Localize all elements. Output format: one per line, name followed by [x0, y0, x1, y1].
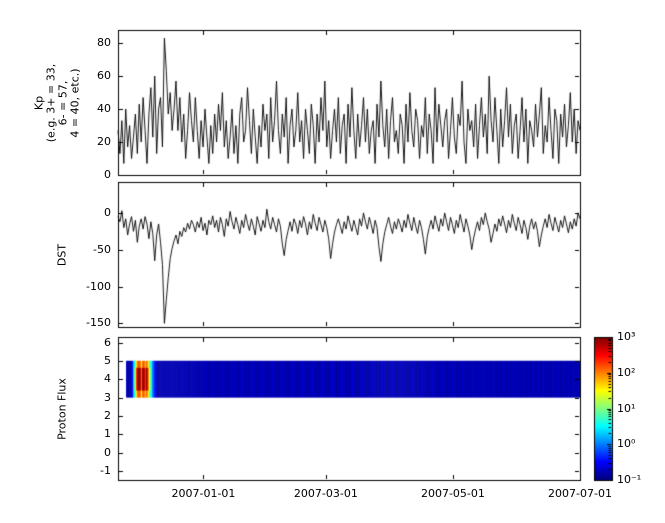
chart-canvas	[0, 0, 665, 523]
figure: 0 20 40 60 80 0 -50 -100 -150 -1 0 1 2 3 4 5 6 2007-01-01…	[0, 0, 665, 523]
